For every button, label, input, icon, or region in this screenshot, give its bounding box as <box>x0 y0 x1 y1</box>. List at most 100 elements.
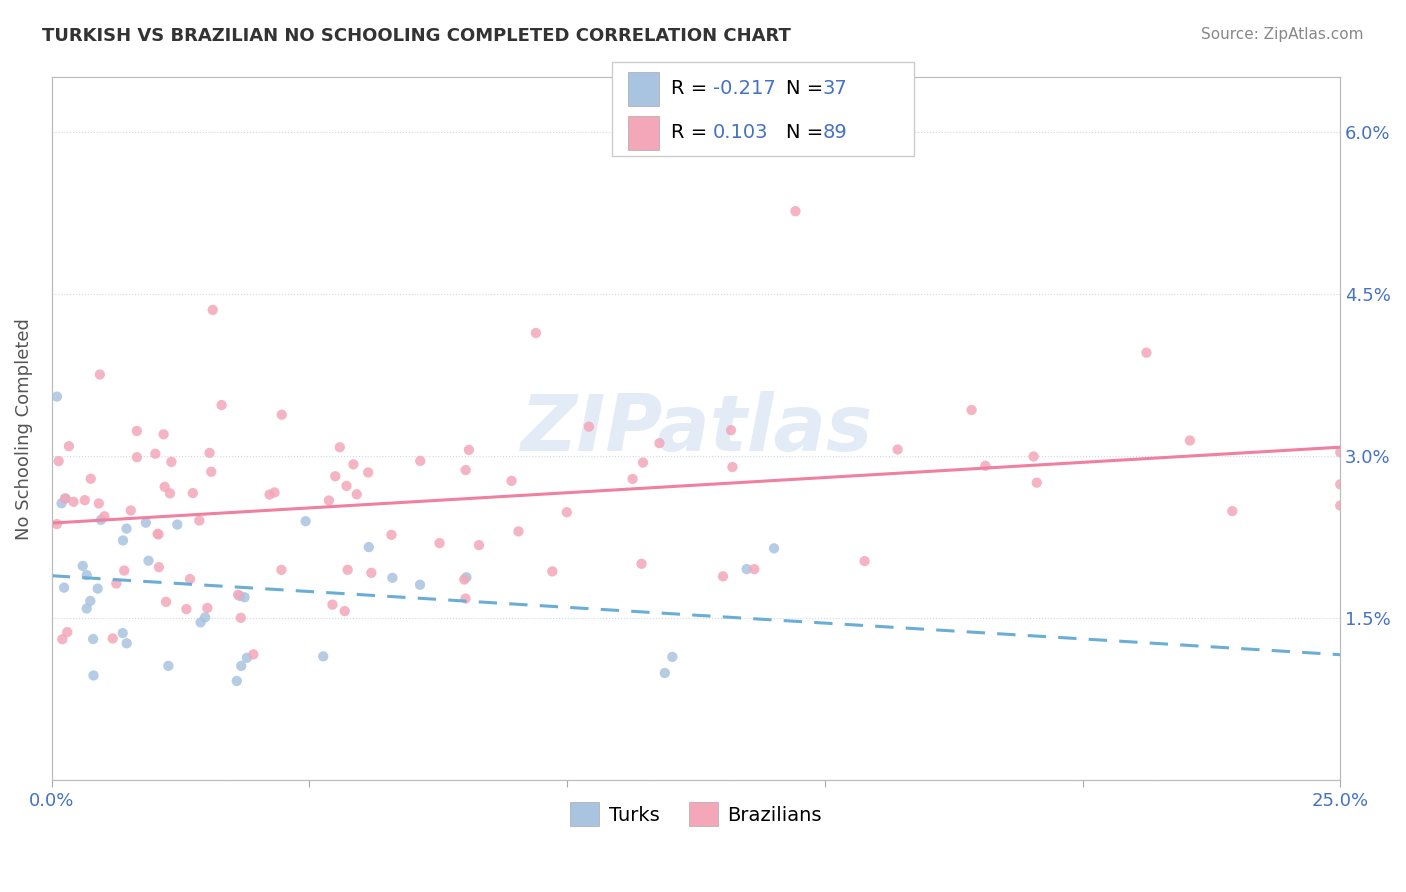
Point <box>160 455 183 469</box>
Point <box>148 560 170 574</box>
Text: ZIPatlas: ZIPatlas <box>520 391 872 467</box>
Point <box>225 673 247 688</box>
Point <box>112 564 135 578</box>
Y-axis label: No Schooling Completed: No Schooling Completed <box>15 318 32 540</box>
Point <box>51 496 73 510</box>
Point <box>1022 450 1045 464</box>
Point <box>229 589 252 603</box>
Point <box>294 514 316 528</box>
Point <box>115 522 138 536</box>
Point <box>211 398 233 412</box>
Point <box>263 485 285 500</box>
Point <box>90 513 112 527</box>
Point <box>357 466 380 480</box>
Point <box>1025 475 1047 490</box>
Point <box>143 447 166 461</box>
Text: N =: N = <box>786 123 830 142</box>
Text: TURKISH VS BRAZILIAN NO SCHOOLING COMPLETED CORRELATION CHART: TURKISH VS BRAZILIAN NO SCHOOLING COMPLE… <box>42 27 792 45</box>
Point <box>508 524 530 539</box>
Point <box>329 440 352 454</box>
Point <box>236 650 259 665</box>
Text: 0.103: 0.103 <box>713 123 768 142</box>
Point <box>233 591 256 605</box>
Point <box>120 503 142 517</box>
Point <box>48 454 70 468</box>
Text: R =: R = <box>671 79 713 98</box>
Point <box>346 487 368 501</box>
Point <box>188 514 211 528</box>
Point <box>101 632 124 646</box>
Point <box>45 390 67 404</box>
Point <box>1329 499 1351 513</box>
Point <box>83 668 105 682</box>
Point <box>58 439 80 453</box>
Point <box>125 424 148 438</box>
Point <box>720 423 742 437</box>
Point <box>524 326 547 340</box>
Point <box>155 595 177 609</box>
Point <box>190 615 212 630</box>
Point <box>409 578 432 592</box>
Point <box>115 636 138 650</box>
Point <box>229 611 252 625</box>
Point <box>259 487 281 501</box>
Point <box>89 368 111 382</box>
Point <box>194 610 217 624</box>
Point <box>53 491 76 506</box>
Text: 89: 89 <box>823 123 848 142</box>
Point <box>541 565 564 579</box>
Point <box>270 563 292 577</box>
Point <box>76 568 98 582</box>
Point <box>176 602 198 616</box>
Point <box>1329 477 1351 491</box>
Point <box>72 558 94 573</box>
Point <box>721 460 744 475</box>
Point <box>318 493 340 508</box>
Point <box>555 505 578 519</box>
Point <box>342 458 364 472</box>
Point <box>226 588 249 602</box>
Point <box>105 576 128 591</box>
Point <box>152 427 174 442</box>
Point <box>201 302 224 317</box>
Point <box>179 572 201 586</box>
Point <box>56 625 79 640</box>
Point <box>380 528 402 542</box>
Point <box>45 517 67 532</box>
Point <box>82 632 104 646</box>
Legend: Turks, Brazilians: Turks, Brazilians <box>562 795 830 834</box>
Point <box>153 480 176 494</box>
Point <box>661 649 683 664</box>
Point <box>270 408 292 422</box>
Point <box>453 573 475 587</box>
Point <box>146 526 169 541</box>
Point <box>578 419 600 434</box>
Point <box>763 541 786 556</box>
Point <box>86 582 108 596</box>
Point <box>80 472 103 486</box>
Text: -0.217: -0.217 <box>713 79 776 98</box>
Point <box>456 570 478 584</box>
Point <box>157 658 180 673</box>
Point <box>51 632 73 647</box>
Point <box>125 450 148 465</box>
Text: Source: ZipAtlas.com: Source: ZipAtlas.com <box>1201 27 1364 42</box>
Point <box>409 454 432 468</box>
Point <box>468 538 491 552</box>
Point <box>198 446 221 460</box>
Point <box>79 594 101 608</box>
Text: N =: N = <box>786 79 830 98</box>
Point <box>335 479 357 493</box>
Point <box>321 598 343 612</box>
Point <box>333 604 356 618</box>
Point <box>312 649 335 664</box>
Point <box>111 626 134 640</box>
Point <box>200 465 222 479</box>
Point <box>1329 445 1351 459</box>
Point <box>62 495 84 509</box>
Point <box>148 527 170 541</box>
Point <box>93 509 115 524</box>
Point <box>742 562 765 576</box>
Point <box>1178 434 1201 448</box>
Point <box>87 496 110 510</box>
